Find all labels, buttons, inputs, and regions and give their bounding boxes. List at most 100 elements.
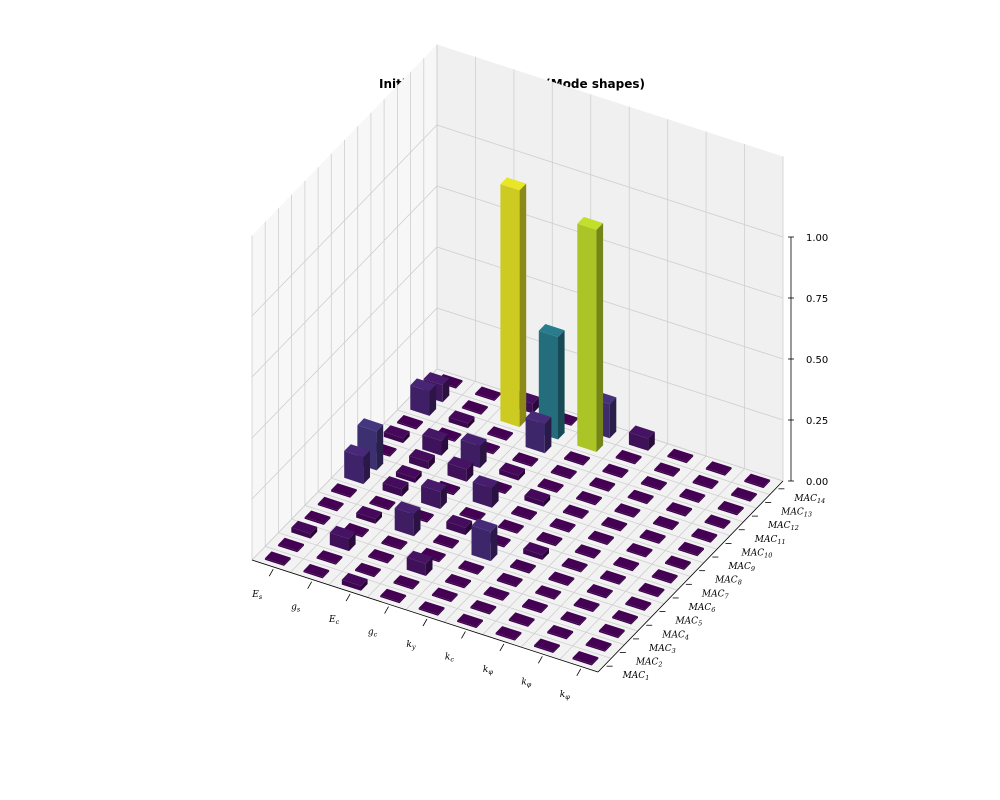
bar-front: [537, 485, 557, 493]
bar: [717, 500, 744, 516]
bar-side: [594, 550, 601, 559]
bar-side: [476, 619, 483, 629]
bar: [536, 531, 563, 547]
bar-side: [632, 562, 640, 572]
y-tick-label: MAC5: [674, 617, 702, 628]
bar: [487, 426, 513, 441]
bar-side: [375, 512, 382, 524]
bar-side: [388, 501, 396, 511]
bar: [483, 586, 510, 601]
bar: [626, 543, 653, 558]
bar: [498, 519, 524, 534]
bar-front: [667, 455, 687, 464]
x-tick-mark: [307, 581, 313, 589]
bar: [508, 612, 535, 627]
bar-front: [421, 485, 441, 509]
y-tick-label: MAC13: [780, 507, 812, 518]
bar-top: [458, 560, 485, 574]
bar-top: [410, 378, 437, 392]
bar-top: [461, 400, 488, 414]
bar-top: [523, 542, 549, 556]
bar-top: [612, 610, 638, 624]
bar: [472, 475, 499, 508]
bar-top: [524, 488, 551, 502]
bar-side: [455, 380, 463, 389]
bar: [572, 651, 599, 666]
bar-front: [470, 606, 490, 615]
x-tick-mark: [499, 643, 505, 652]
bar-side: [528, 618, 535, 627]
bar-side: [648, 431, 655, 451]
bar-side: [579, 617, 587, 626]
bar-front: [508, 619, 528, 627]
bar-side: [517, 525, 524, 534]
bar: [601, 516, 628, 532]
bar-side: [323, 516, 331, 525]
bar-top: [344, 444, 370, 458]
bar: [666, 502, 692, 517]
y-axis-line: [597, 480, 784, 673]
bar-front: [317, 503, 337, 512]
x-tick-label: Ec: [328, 615, 340, 626]
bar-front: [536, 538, 556, 547]
bar: [640, 476, 667, 491]
bar: [304, 510, 331, 525]
bar: [433, 534, 459, 549]
bar-side: [531, 458, 539, 467]
bar-side: [567, 577, 575, 586]
bar-front: [278, 544, 298, 553]
y-tick-label: MAC7: [701, 589, 730, 600]
bar-side: [763, 479, 771, 489]
bar: [459, 506, 486, 522]
bar: [431, 587, 458, 603]
bar: [538, 324, 565, 440]
bar-top: [500, 177, 527, 191]
bar-front: [562, 511, 583, 519]
x-axis-line: [251, 559, 599, 673]
bar-front: [692, 481, 712, 490]
bar-side: [621, 469, 629, 479]
bar-top: [586, 584, 613, 597]
bar-side: [554, 591, 562, 600]
bar-front: [666, 508, 686, 517]
bar-front: [393, 581, 413, 590]
bar-front: [534, 645, 554, 653]
bar-top: [355, 562, 381, 576]
bar: [368, 549, 395, 564]
y-tick-label: MAC6: [688, 603, 716, 614]
bar-front: [331, 490, 351, 498]
bar-top: [316, 550, 343, 564]
bar: [470, 600, 497, 615]
bar-top: [394, 501, 421, 515]
bar-side: [685, 508, 692, 517]
bar-top: [639, 529, 666, 543]
bar-side: [595, 497, 602, 506]
bar-top: [547, 624, 574, 638]
bar-front: [705, 468, 725, 476]
bar-front: [511, 512, 531, 521]
bar-front: [410, 385, 430, 416]
bar: [627, 489, 654, 505]
bar-side: [361, 579, 368, 591]
bar-front: [586, 590, 607, 599]
bar-front: [691, 535, 711, 543]
bar: [500, 177, 527, 428]
bar-front: [499, 469, 519, 481]
bar-side: [750, 493, 757, 502]
bar: [589, 477, 616, 492]
z-tick-label: 0.75: [806, 294, 828, 305]
bar-side: [454, 433, 462, 442]
bar-top: [654, 462, 680, 476]
bar-front: [471, 525, 491, 562]
bar-front: [524, 495, 544, 507]
bar-side: [453, 487, 461, 496]
bar-front: [329, 532, 349, 552]
bar-side: [297, 544, 304, 553]
bar-top: [534, 638, 560, 652]
bar-side: [465, 520, 473, 535]
bar-top: [508, 612, 535, 626]
bar-top: [573, 597, 600, 611]
bar: [691, 528, 718, 543]
bar-top: [395, 464, 422, 478]
bar: [744, 473, 771, 489]
